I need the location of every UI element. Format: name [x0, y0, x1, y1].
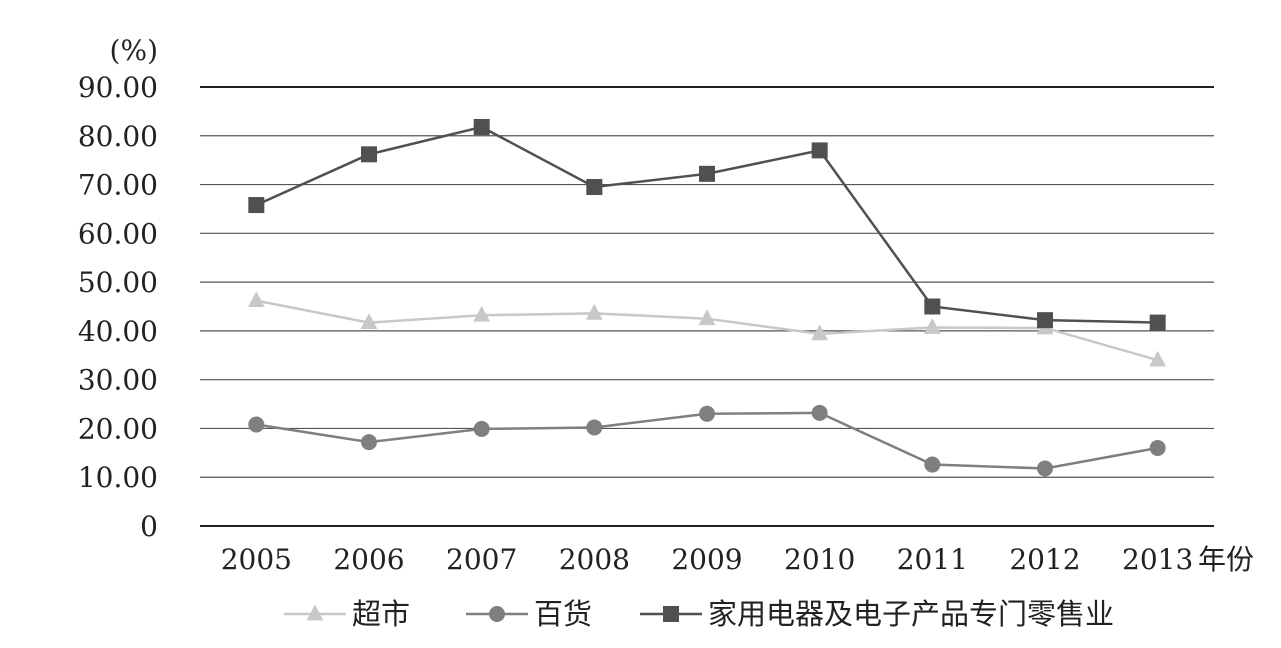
legend-item: 家用电器及电子产品专门零售业 — [640, 597, 1114, 631]
y-tick-label: 10.00 — [78, 461, 158, 494]
data-point — [248, 197, 265, 214]
x-axis-tick-labels: 2005 2006 2007 2008 2009 2010 2011 2012 2013 年份 — [221, 543, 1254, 576]
y-tick-label: 30.00 — [78, 364, 158, 397]
y-tick-label: 50.00 — [78, 266, 158, 299]
data-point — [1149, 439, 1166, 456]
y-tick-label: 80.00 — [78, 120, 158, 153]
x-tick-label: 2009 — [671, 543, 742, 576]
series-2 — [248, 404, 1166, 477]
data-point — [923, 318, 941, 334]
data-point — [473, 305, 491, 322]
data-point — [489, 606, 505, 622]
y-tick-label: 40.00 — [78, 315, 158, 348]
data-point — [586, 178, 603, 195]
x-tick-label: 2005 — [221, 543, 292, 576]
legend-label: 百货 — [534, 597, 592, 631]
grid-lines — [200, 86, 1214, 527]
data-point — [473, 118, 490, 135]
x-tick-label: 2006 — [333, 543, 404, 576]
data-point — [361, 146, 377, 163]
data-point — [811, 142, 828, 159]
data-point — [699, 405, 715, 422]
legend-label: 家用电器及电子产品专门零售业 — [708, 597, 1114, 631]
x-axis-unit-label: 年份 — [1198, 543, 1254, 576]
data-point — [924, 456, 941, 473]
data-point — [1149, 314, 1166, 331]
y-tick-label: 90.00 — [78, 71, 158, 104]
data-point — [1149, 350, 1167, 367]
y-axis-unit-label: (%) — [110, 34, 158, 67]
data-point — [248, 416, 265, 433]
data-point — [1037, 460, 1053, 477]
y-tick-label: 0 — [140, 510, 158, 543]
data-point — [585, 303, 603, 320]
y-tick-label: 20.00 — [78, 412, 158, 445]
legend-label: 超市 — [352, 597, 410, 631]
x-tick-label: 2007 — [446, 543, 517, 576]
data-point — [924, 298, 941, 315]
series-1 — [247, 291, 1167, 367]
data-point — [811, 324, 829, 341]
y-tick-label: 60.00 — [78, 217, 158, 250]
data-point — [698, 309, 716, 326]
data-point — [1037, 312, 1053, 329]
data-point — [360, 313, 378, 329]
x-tick-label: 2008 — [559, 543, 630, 576]
x-tick-label: 2010 — [784, 543, 855, 576]
data-point — [247, 291, 265, 308]
series-3 — [248, 118, 1166, 331]
data-point — [473, 420, 490, 437]
series-lines — [247, 118, 1167, 477]
legend: 超市 百货 家用电器及电子产品专门零售业 — [284, 597, 1114, 631]
legend-item: 百货 — [466, 597, 592, 631]
series-line — [255, 125, 1158, 324]
data-point — [306, 604, 324, 621]
data-point — [586, 419, 603, 436]
x-tick-label: 2013 — [1122, 543, 1193, 576]
data-point — [361, 434, 377, 451]
y-tick-label: 70.00 — [78, 169, 158, 202]
data-point — [663, 606, 679, 622]
x-tick-label: 2012 — [1009, 543, 1080, 576]
x-tick-label: 2011 — [897, 543, 968, 576]
y-axis-tick-labels: 0 10.00 20.00 30.00 40.00 50.00 60.00 70.00 80.0… — [78, 71, 158, 543]
data-point — [811, 404, 828, 421]
legend-item: 超市 — [284, 597, 410, 631]
data-point — [699, 165, 715, 182]
